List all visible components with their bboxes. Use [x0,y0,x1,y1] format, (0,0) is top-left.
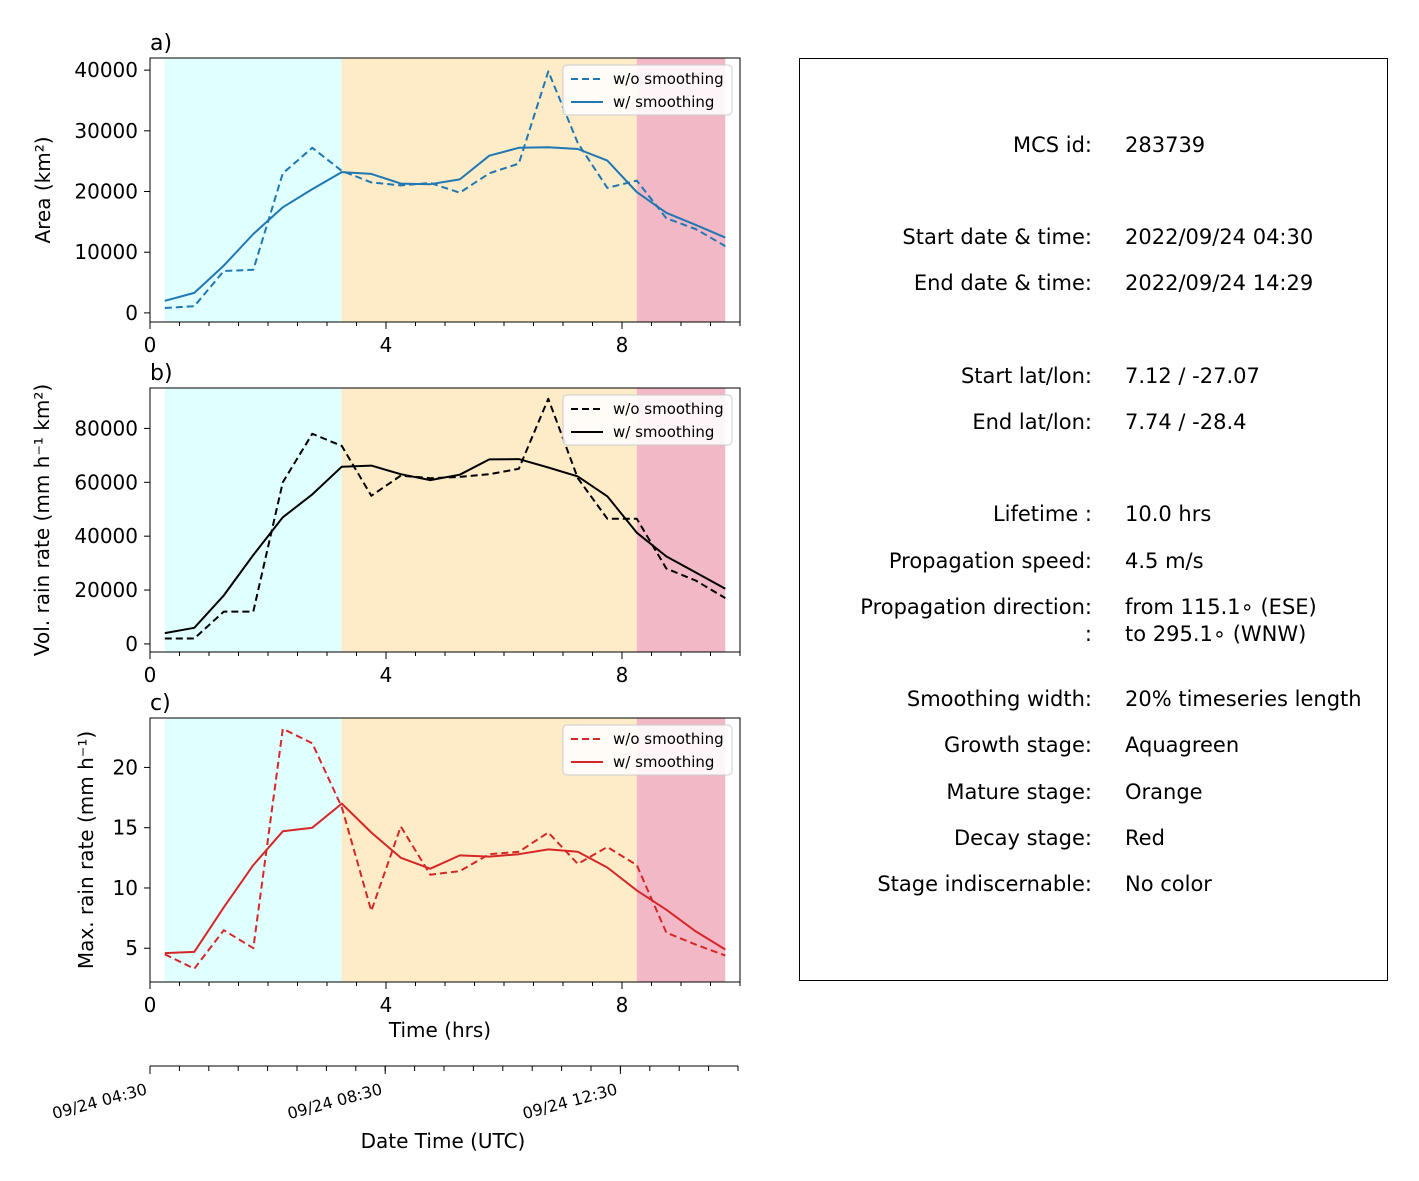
info-value: 2022/09/24 14:29 [1125,271,1314,295]
y-axis-label: Max. rain rate (mm h⁻¹) [74,731,98,969]
x-tick-label: 8 [616,993,629,1017]
info-value: Aquagreen [1125,733,1240,757]
info-label: End date & time: [913,271,1092,295]
y-axis-label: Area (km²) [31,136,55,243]
chart-panel: 5 10 15 20 0 4 8 c) Max. rain rate (mm h⁻¹) w/o s… [74,691,741,1017]
x-axis-label: Time (hrs) [388,1018,491,1042]
x-tick-label: 0 [144,663,157,687]
info-value: from 115.1∘ (ESE) [1125,595,1317,619]
legend-entry-label: w/ smoothing [613,753,714,771]
x-tick-label: 0 [144,333,157,357]
series-line-smoothed [164,802,726,955]
info-label: End lat/lon: [972,410,1092,434]
panel-label: c) [150,691,171,716]
y-tick-label: 5 [125,936,138,960]
info-label: Start lat/lon: [960,364,1092,388]
info-value: Red [1125,826,1165,850]
info-label: Lifetime : [992,502,1092,526]
legend-entry-label: w/ smoothing [613,423,714,441]
legend-box [562,724,733,776]
info-label: Smoothing width: [906,687,1092,711]
panel-label: a) [150,31,172,56]
y-tick-label: 30000 [74,119,138,143]
legend-entry-label: w/o smoothing [613,70,724,88]
secondary-tick-label: 09/24 12:30 [521,1080,620,1124]
info-value: 20% timeseries length [1125,687,1362,711]
chart-panel: 0 20000 40000 60000 80000 0 4 8 b) Vol. rain rate… [30,361,741,687]
secondary-datetime-axis: 09/24 04:30 09/24 08:30 09/24 12:30 Date Ti… [50,1065,739,1153]
y-tick-label: 20000 [74,578,138,602]
y-tick-label: 20000 [74,180,138,204]
info-value: 10.0 hrs [1125,502,1212,526]
chart-panel: 0 10000 20000 30000 40000 0 4 8 a) Area (km²) w/o … [31,31,741,357]
y-tick-label: 15 [113,816,138,840]
info-label: Growth stage: [943,733,1092,757]
y-tick-label: 40000 [74,524,138,548]
y-tick-label: 40000 [74,58,138,82]
series-line-smoothed [164,458,726,635]
x-tick-label: 4 [380,993,393,1017]
y-tick-label: 10 [113,876,138,900]
y-axis-label: Vol. rain rate (mm h⁻¹ km²) [30,384,54,656]
y-tick-label: 20 [113,755,138,779]
series-line-unsmoothed [164,70,726,309]
y-tick-label: 10000 [74,240,138,264]
info-label: MCS id: [1012,133,1092,157]
info-label: Start date & time: [902,225,1092,249]
legend-entry-label: w/o smoothing [613,730,724,748]
info-value: to 295.1∘ (WNW) [1125,622,1307,646]
info-label: Decay stage: [954,826,1092,850]
info-value: 7.12 / -27.07 [1125,364,1260,388]
info-value: Orange [1125,780,1203,804]
legend-entry-label: w/ smoothing [613,93,714,111]
info-value: 7.74 / -28.4 [1125,410,1247,434]
info-value: No color [1125,872,1212,896]
secondary-tick-label: 09/24 04:30 [50,1080,149,1124]
info-label: : [1084,622,1092,646]
mcs-info-panel: MCS id: 283739 Start date & time: 2022/0… [799,58,1388,981]
y-tick-label: 0 [125,301,138,325]
y-tick-label: 0 [125,632,138,656]
stage-band-growth [164,718,342,982]
info-label: Propagation speed: [888,549,1092,573]
series-line-unsmoothed [164,727,726,970]
legend-entry-label: w/o smoothing [613,400,724,418]
stage-band-growth [164,58,342,322]
info-value: 283739 [1125,133,1206,157]
secondary-axis-label: Date Time (UTC) [361,1129,526,1153]
info-label: Stage indiscernable: [877,872,1092,896]
x-tick-label: 4 [380,663,393,687]
secondary-tick-label: 09/24 08:30 [285,1080,384,1124]
y-tick-label: 60000 [74,470,138,494]
x-tick-label: 8 [616,663,629,687]
info-label: Propagation direction: [860,595,1092,619]
x-tick-label: 8 [616,333,629,357]
info-value: 4.5 m/s [1125,549,1204,573]
panel-label: b) [150,361,173,386]
stage-band-growth [164,388,342,652]
x-tick-label: 4 [380,333,393,357]
legend-box [562,64,733,116]
y-tick-label: 80000 [74,416,138,440]
legend-box [562,394,733,446]
info-value: 2022/09/24 04:30 [1125,225,1314,249]
x-tick-label: 0 [144,993,157,1017]
info-label: Mature stage: [946,780,1092,804]
series-line-unsmoothed [164,397,726,640]
series-line-smoothed [164,146,726,302]
